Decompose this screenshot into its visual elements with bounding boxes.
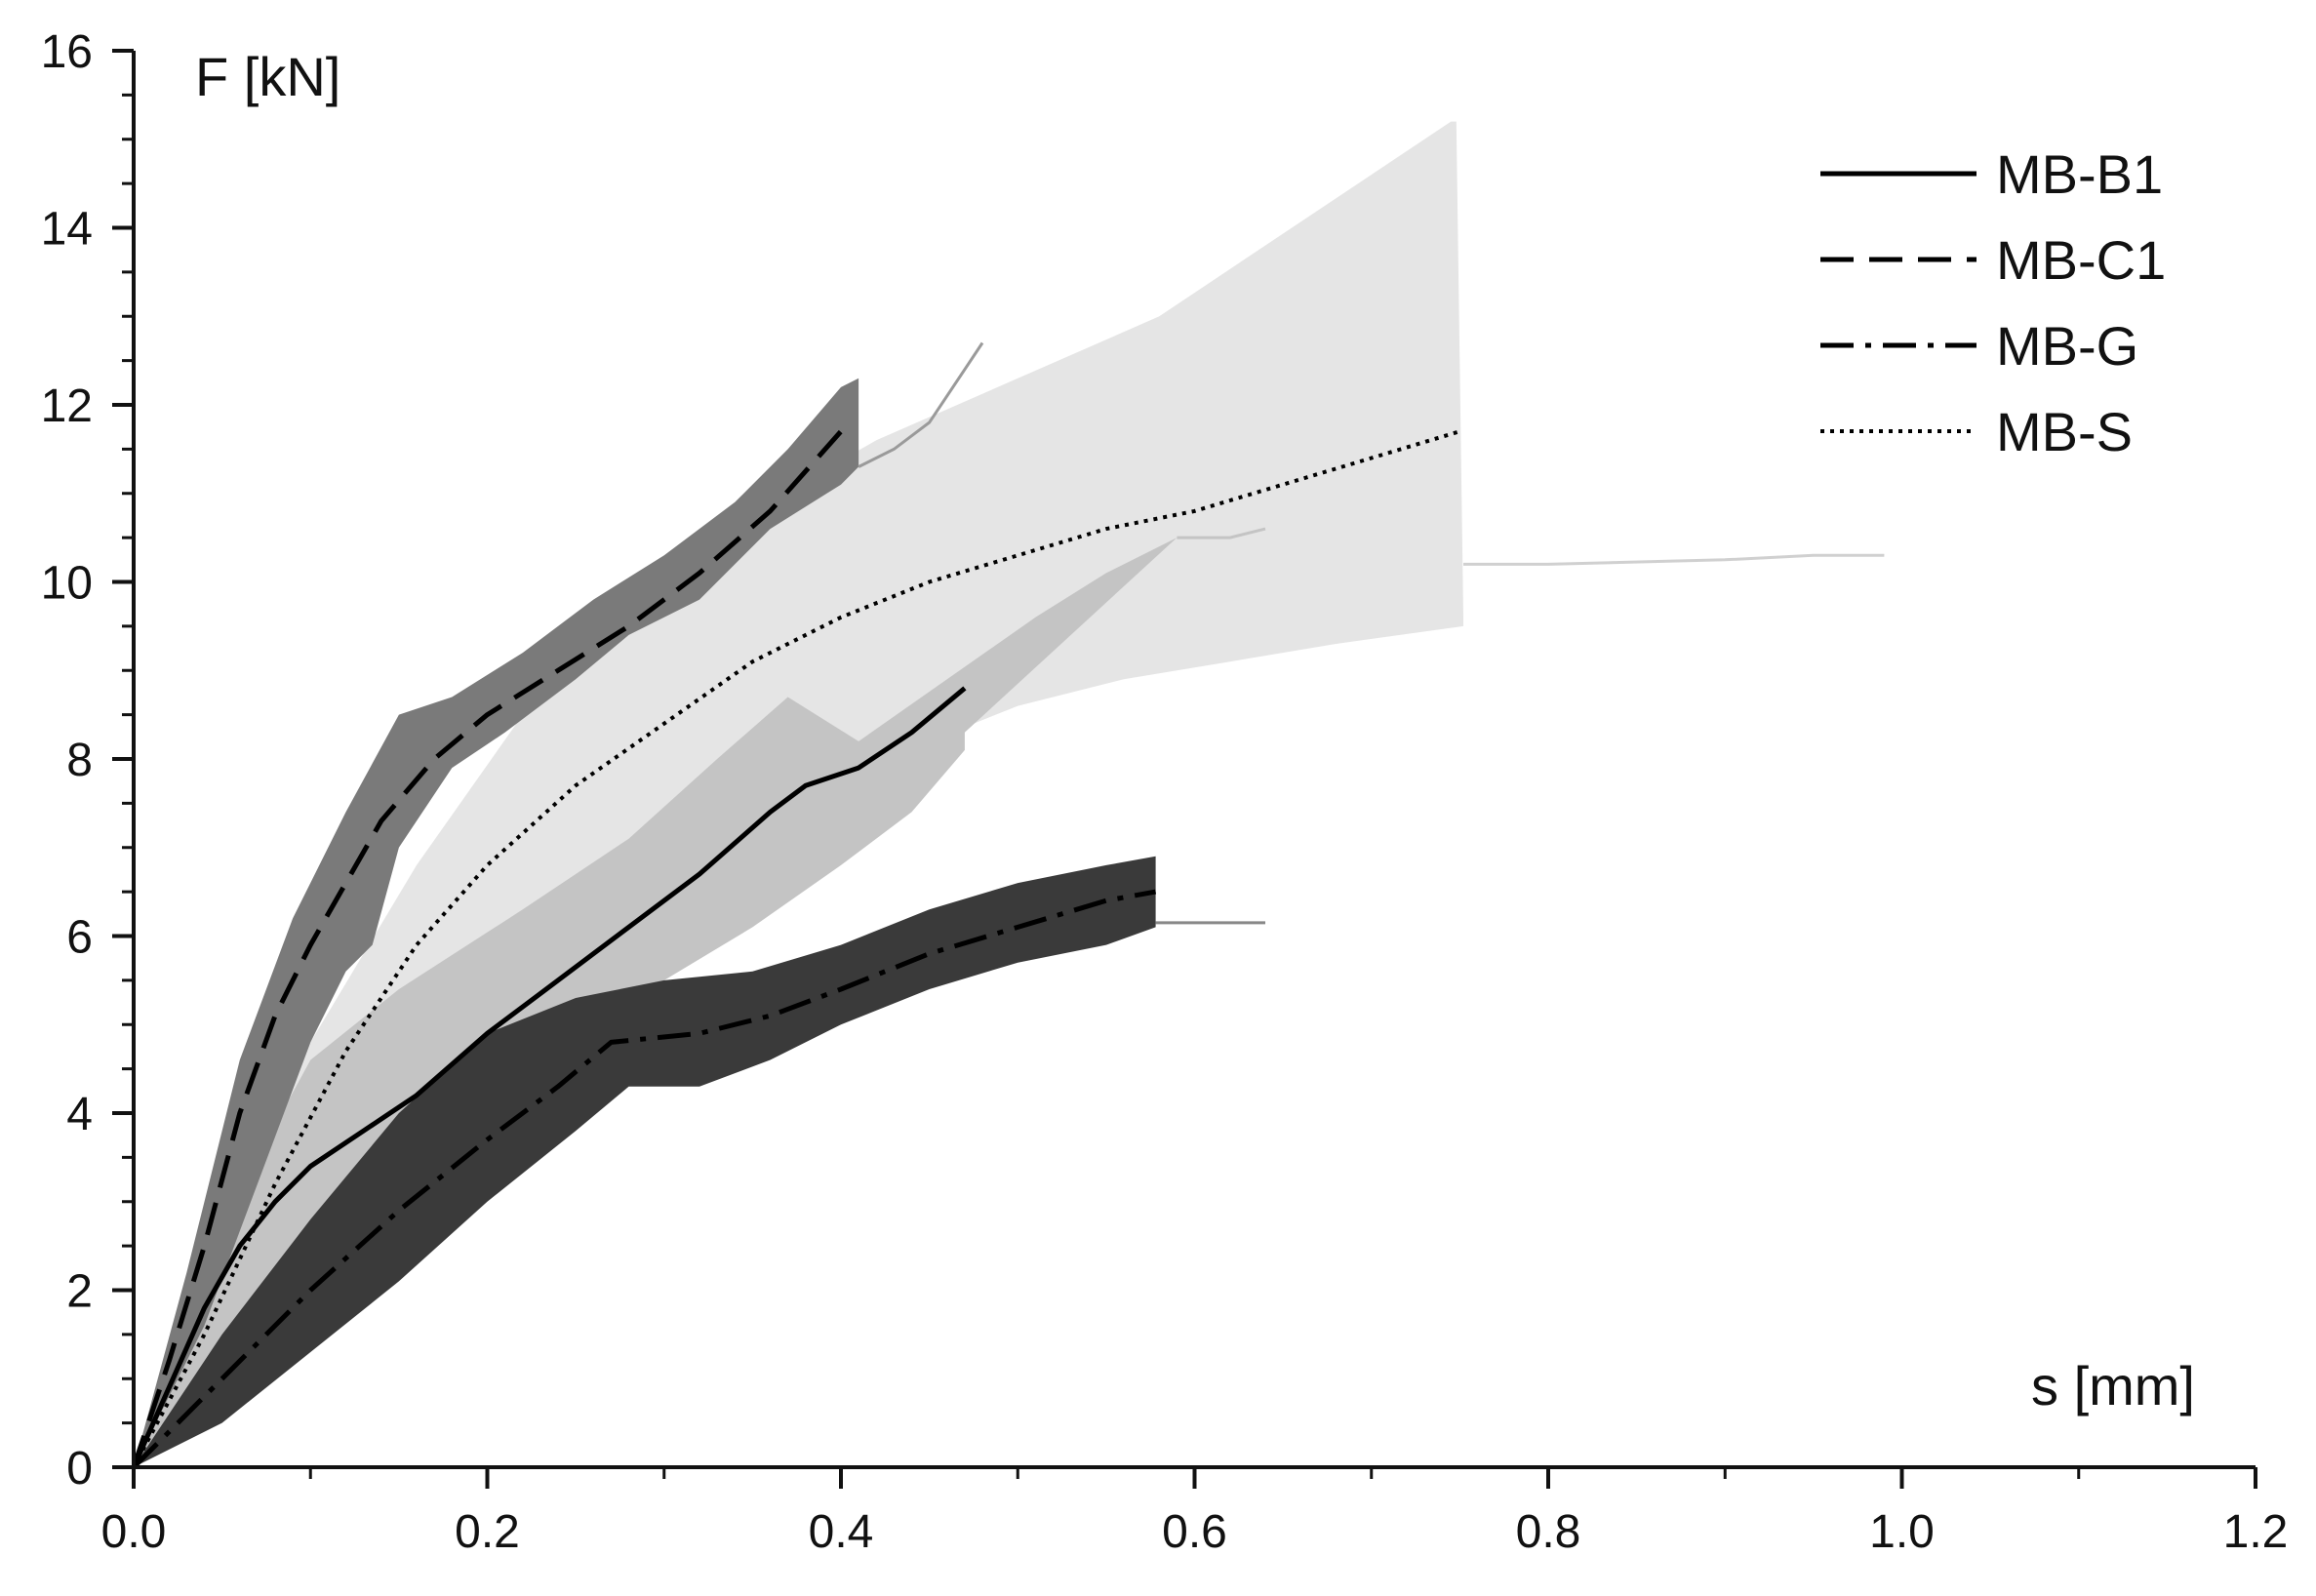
y-tick-label: 2 xyxy=(66,1266,93,1318)
y-tick-label: 16 xyxy=(41,26,93,78)
legend-label-mb-g: MB-G xyxy=(1996,315,2138,377)
series-line-mb-c1 xyxy=(131,429,843,1468)
x-tick-label: 0.0 xyxy=(101,1506,167,1558)
extra-trace-1 xyxy=(858,341,984,468)
legend: MB-B1 MB-C1 MB-G MB-S xyxy=(1820,143,2166,462)
x-tick-label: 0.8 xyxy=(1516,1506,1581,1558)
legend-label-mb-c1: MB-C1 xyxy=(1996,229,2166,291)
band-mb-g xyxy=(134,856,1156,1467)
series-lines xyxy=(131,429,1460,1469)
ticks: 0.0 0.2 0.4 0.6 0.8 1.0 1.2 0 2 4 6 8 10 12 14 16 xyxy=(41,26,2289,1558)
x-tick-label: 1.2 xyxy=(2223,1506,2289,1558)
x-axis-title: s [mm] xyxy=(2031,1355,2195,1416)
extra-trace-2 xyxy=(1177,527,1266,539)
y-tick-label: 10 xyxy=(41,558,93,610)
extra-traces xyxy=(858,341,1885,925)
series-line-mb-s xyxy=(132,429,1460,1468)
legend-label-mb-s: MB-S xyxy=(1996,401,2133,462)
band-mb-c1 xyxy=(134,378,859,1467)
y-tick-label: 8 xyxy=(66,735,93,786)
y-tick-label: 14 xyxy=(41,204,93,256)
x-tick-label: 0.4 xyxy=(809,1506,874,1558)
band-mb-b1 xyxy=(134,538,1178,1467)
y-axis-title: F [kN] xyxy=(195,46,340,107)
series-line-mb-g xyxy=(132,889,1157,1469)
series-line-mb-b1 xyxy=(131,686,967,1469)
y-tick-label: 4 xyxy=(66,1089,93,1140)
extra-trace-3 xyxy=(1463,553,1885,566)
x-tick-label: 0.6 xyxy=(1162,1506,1227,1558)
y-tick-label: 0 xyxy=(66,1443,93,1495)
y-tick-label: 12 xyxy=(41,380,93,432)
x-tick-label: 0.2 xyxy=(455,1506,520,1558)
x-tick-label: 1.0 xyxy=(1869,1506,1935,1558)
y-tick-label: 6 xyxy=(66,912,93,964)
legend-label-mb-b1: MB-B1 xyxy=(1996,143,2163,205)
confidence-bands xyxy=(134,121,1463,1468)
